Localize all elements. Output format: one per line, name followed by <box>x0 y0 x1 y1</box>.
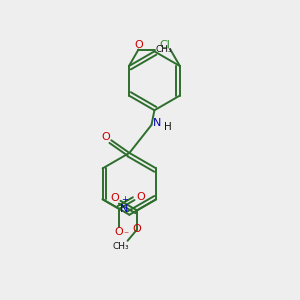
Text: O: O <box>115 227 124 237</box>
Text: Cl: Cl <box>160 40 170 50</box>
Text: ⁻: ⁻ <box>123 230 128 240</box>
Text: N: N <box>153 118 161 128</box>
Text: O: O <box>102 132 110 142</box>
Text: O: O <box>133 224 141 235</box>
Text: CH₃: CH₃ <box>156 45 172 54</box>
Text: O: O <box>136 192 145 202</box>
Text: O: O <box>134 40 143 50</box>
Text: CH₃: CH₃ <box>113 242 129 250</box>
Text: N: N <box>120 204 129 214</box>
Text: O: O <box>111 193 119 203</box>
Text: H: H <box>164 122 172 132</box>
Text: +: + <box>121 195 128 204</box>
